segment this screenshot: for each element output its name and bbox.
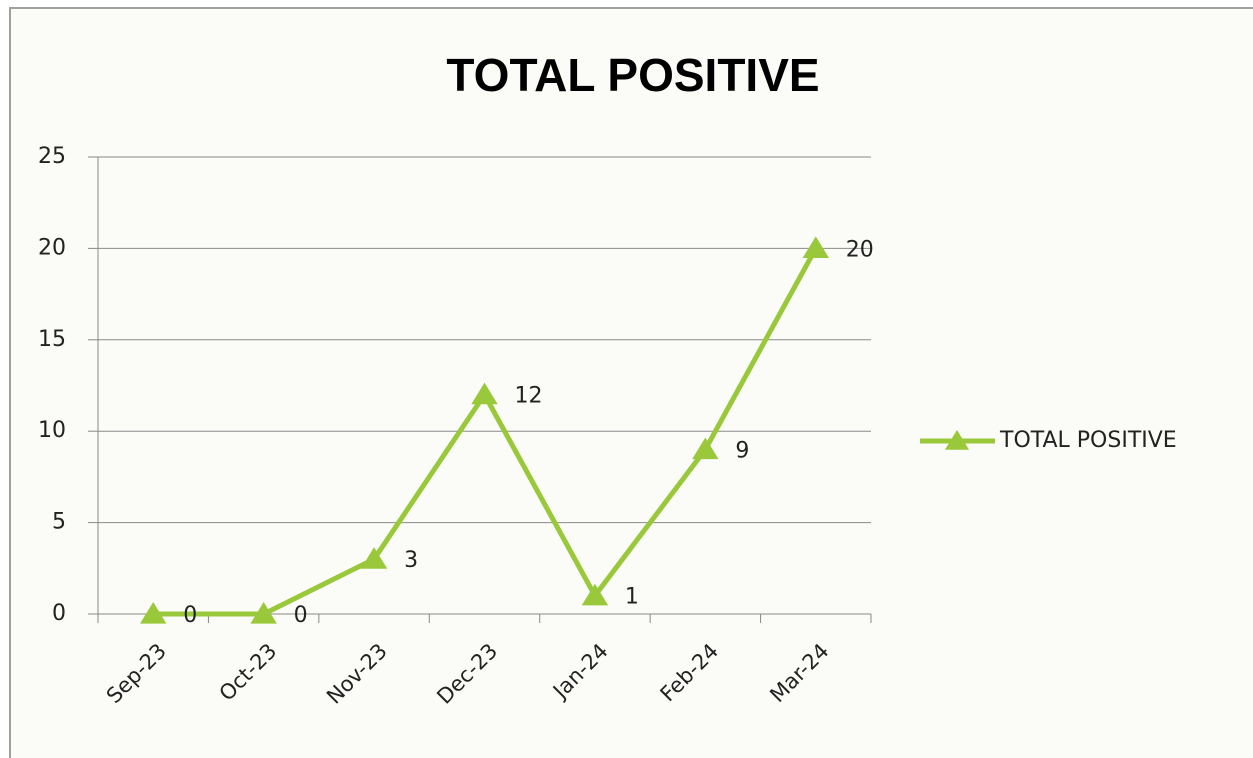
data-label: 0: [294, 603, 308, 628]
data-marker: [802, 236, 829, 258]
data-marker: [692, 437, 719, 460]
y-tick-label: 20: [38, 235, 66, 260]
legend-label: TOTAL POSITIVE: [999, 428, 1177, 453]
data-label: 3: [404, 548, 418, 573]
data-marker: [140, 602, 167, 624]
y-tick-label: 25: [38, 144, 66, 169]
data-label: 20: [846, 237, 874, 262]
data-marker: [471, 382, 498, 405]
data-label: 12: [515, 384, 543, 409]
data-label: 0: [183, 603, 197, 628]
data-marker: [581, 583, 609, 606]
data-marker: [360, 547, 388, 569]
y-tick-label: 10: [38, 418, 66, 443]
legend-marker: [944, 430, 970, 450]
y-tick-label: 5: [52, 510, 66, 535]
chart-title: TOTAL POSITIVE: [446, 49, 819, 101]
data-label: 1: [625, 585, 639, 610]
data-label: 9: [735, 438, 749, 463]
chart-frame: [9, 7, 1253, 758]
y-tick-label: 0: [52, 601, 66, 626]
y-tick-label: 15: [38, 327, 66, 352]
data-marker: [250, 602, 277, 624]
